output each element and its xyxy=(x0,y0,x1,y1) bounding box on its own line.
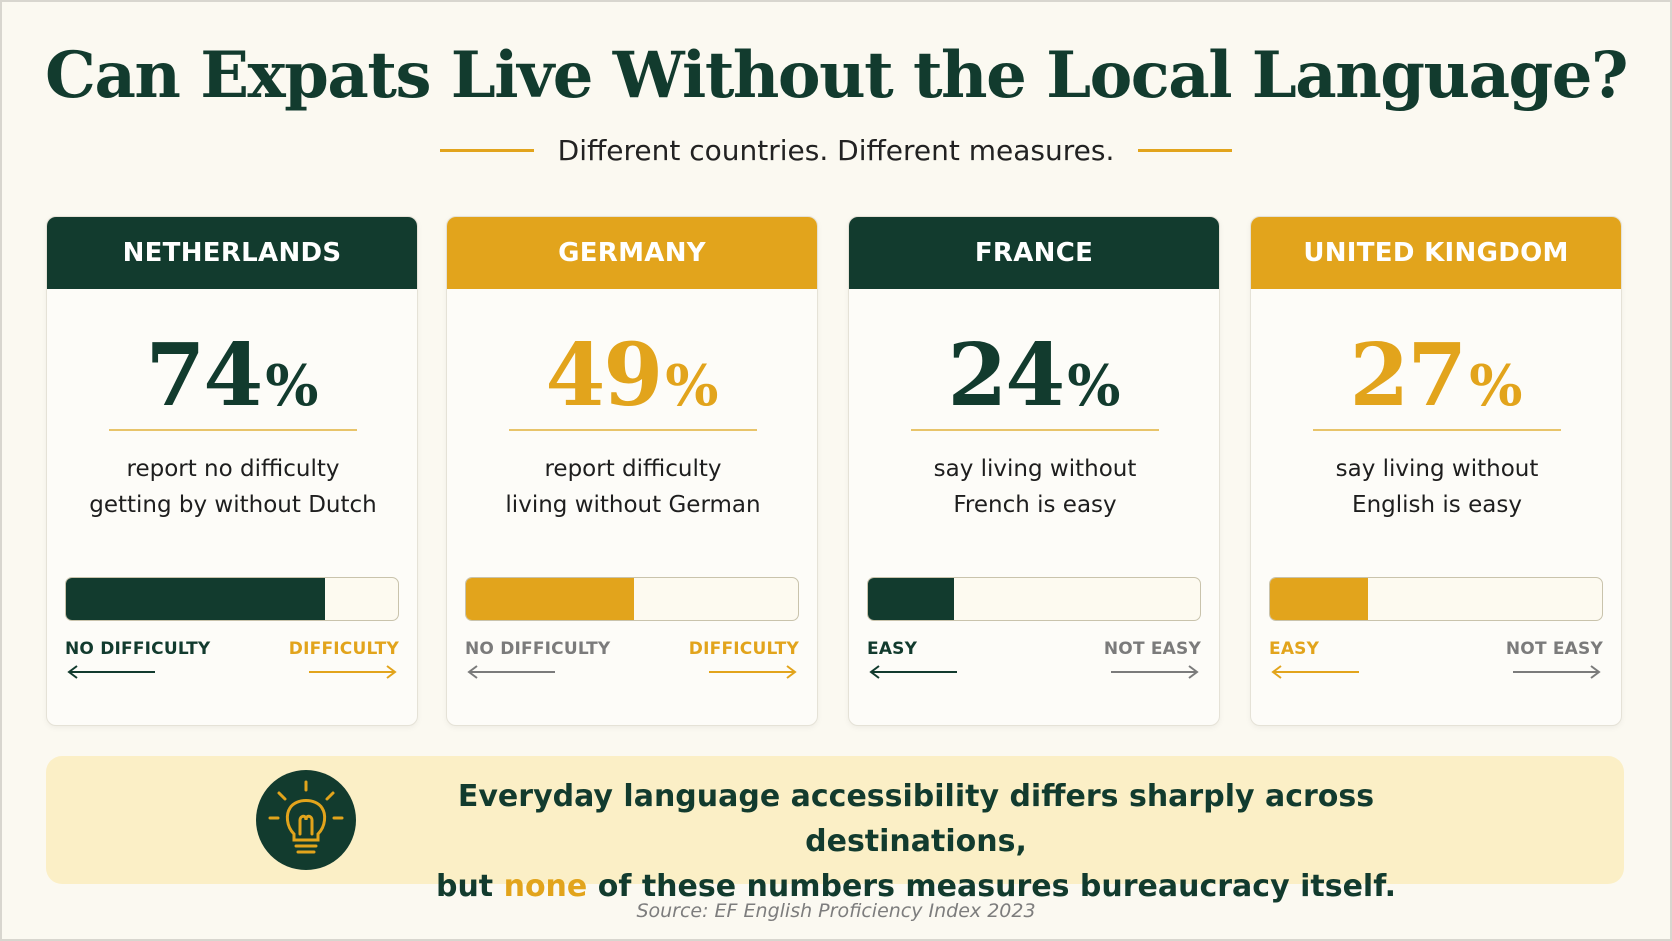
percent-number: 49 xyxy=(545,325,664,426)
subtitle-right-rule xyxy=(1138,149,1233,152)
callout-text: Everyday language accessibility differs … xyxy=(376,774,1456,909)
percent-sign: % xyxy=(1469,353,1523,419)
description-line-1: say living without xyxy=(1335,456,1539,482)
progress-bar xyxy=(1269,577,1603,621)
card-header: NETHERLANDS xyxy=(47,217,417,289)
left-arrow-icon xyxy=(1271,665,1359,679)
left-arrow-icon xyxy=(467,665,555,679)
progress-bar xyxy=(465,577,799,621)
bar-right-label: NOT EASY xyxy=(1505,639,1603,659)
progress-bar-fill xyxy=(1270,578,1368,620)
bar-left-label: EASY xyxy=(1269,639,1320,659)
callout-line-2: but none of these numbers measures burea… xyxy=(376,864,1456,909)
country-card-france: FRANCE 24% say living without French is … xyxy=(848,216,1220,726)
description-line-2: English is easy xyxy=(1352,492,1522,518)
callout-line-2-post: of these numbers measures bureaucracy it… xyxy=(587,869,1397,904)
card-description: report no difficulty getting by without … xyxy=(67,451,399,523)
key-insight-callout: Everyday language accessibility differs … xyxy=(46,756,1624,904)
percent-sign: % xyxy=(1067,353,1121,419)
progress-bar-fill xyxy=(66,578,325,620)
lightbulb-icon xyxy=(256,770,356,870)
percent-value: 74% xyxy=(47,325,417,426)
card-divider xyxy=(509,429,757,431)
bar-left-label: NO DIFFICULTY xyxy=(465,639,611,659)
card-header: UNITED KINGDOM xyxy=(1251,217,1621,289)
callout-line-1: Everyday language accessibility differs … xyxy=(457,779,1375,859)
left-arrow-icon xyxy=(869,665,957,679)
card-divider xyxy=(1313,429,1561,431)
bar-left-label: NO DIFFICULTY xyxy=(65,639,211,659)
source-note: Source: EF English Proficiency Index 202… xyxy=(636,900,1036,922)
progress-bar xyxy=(867,577,1201,621)
page-title: Can Expats Live Without the Local Langua… xyxy=(45,38,1629,113)
card-header: GERMANY xyxy=(447,217,817,289)
progress-bar-fill xyxy=(868,578,955,620)
percent-value: 24% xyxy=(849,325,1219,426)
description-line-1: say living without xyxy=(933,456,1137,482)
country-card-united-kingdom: UNITED KINGDOM 27% say living without En… xyxy=(1250,216,1622,726)
callout-highlight: none xyxy=(503,869,588,904)
callout-line-2-pre: but xyxy=(435,869,504,904)
bar-right-label: NOT EASY xyxy=(1103,639,1201,659)
bar-left-label: EASY xyxy=(867,639,918,659)
right-arrow-icon xyxy=(1513,665,1601,679)
percent-sign: % xyxy=(265,353,319,419)
subtitle-left-rule xyxy=(439,149,534,152)
card-divider xyxy=(109,429,357,431)
bar-right-label: DIFFICULTY xyxy=(688,639,799,659)
percent-number: 27 xyxy=(1349,325,1468,426)
description-line-2: French is easy xyxy=(953,492,1117,518)
country-card-germany: GERMANY 49% report difficulty living wit… xyxy=(446,216,818,726)
right-arrow-icon xyxy=(709,665,797,679)
description-line-2: living without German xyxy=(505,492,761,518)
card-description: report difficulty living without German xyxy=(467,451,799,523)
country-card-netherlands: NETHERLANDS 74% report no difficulty get… xyxy=(46,216,418,726)
percent-value: 49% xyxy=(447,325,817,426)
card-header: FRANCE xyxy=(849,217,1219,289)
subtitle: Different countries. Different measures. xyxy=(557,134,1115,167)
percent-value: 27% xyxy=(1251,325,1621,426)
card-description: say living without French is easy xyxy=(869,451,1201,523)
progress-bar-fill xyxy=(466,578,634,620)
right-arrow-icon xyxy=(309,665,397,679)
description-line-2: getting by without Dutch xyxy=(89,492,377,518)
progress-bar xyxy=(65,577,399,621)
percent-sign: % xyxy=(665,353,719,419)
subtitle-row: Different countries. Different measures. xyxy=(0,134,1672,167)
bar-right-label: DIFFICULTY xyxy=(288,639,399,659)
percent-number: 24 xyxy=(947,325,1066,426)
percent-number: 74 xyxy=(145,325,264,426)
description-line-1: report difficulty xyxy=(544,456,722,482)
left-arrow-icon xyxy=(67,665,155,679)
description-line-1: report no difficulty xyxy=(126,456,340,482)
right-arrow-icon xyxy=(1111,665,1199,679)
card-description: say living without English is easy xyxy=(1271,451,1603,523)
card-divider xyxy=(911,429,1159,431)
